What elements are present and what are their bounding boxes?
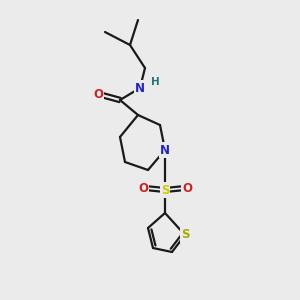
Text: O: O (138, 182, 148, 194)
Text: N: N (135, 82, 145, 94)
Text: H: H (151, 77, 159, 87)
Text: N: N (160, 143, 170, 157)
Text: O: O (93, 88, 103, 100)
Text: O: O (182, 182, 192, 194)
Text: S: S (161, 184, 169, 196)
Text: S: S (181, 229, 189, 242)
